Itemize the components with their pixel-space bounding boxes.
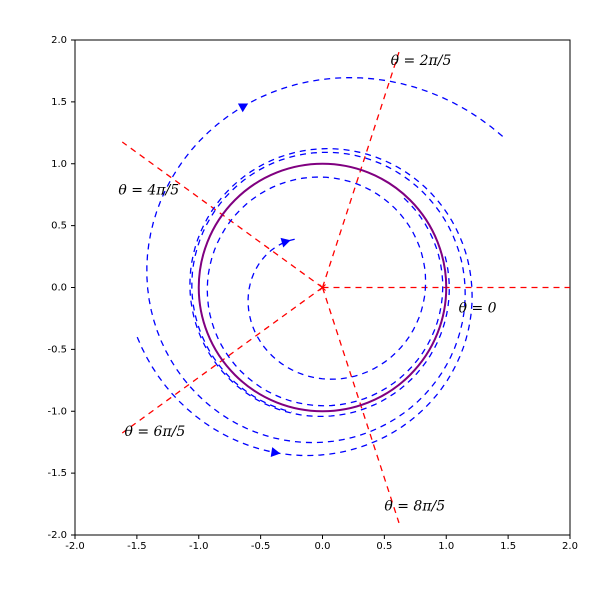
x-tick-label: 2.0 [562,541,578,552]
x-tick-label: 0.0 [315,541,331,552]
angle-label: θ = 8π/5 [384,498,445,514]
y-tick-label: -0.5 [47,344,67,355]
y-tick-label: 0.0 [51,283,67,294]
y-tick-label: 2.0 [51,35,67,46]
angle-label: θ = 4π/5 [118,183,179,199]
x-tick-label: -2.0 [65,541,85,552]
y-tick-label: -2.0 [47,530,67,541]
angle-label: θ = 0 [459,300,497,316]
x-tick-label: -1.5 [127,541,147,552]
x-tick-label: -1.0 [189,541,209,552]
figure-background [0,0,600,600]
angle-label: θ = 6π/5 [125,424,186,440]
y-tick-label: 1.0 [51,159,67,170]
y-tick-label: -1.0 [47,406,67,417]
y-tick-label: 1.5 [51,97,67,108]
polar-limit-cycle-chart: -2.0 -1.5 -1.0 -0.5 0.0 0.5 1.0 1.5 2.0 -2.0 -1.5… [0,0,600,600]
angle-label: θ = 2π/5 [391,53,452,69]
x-tick-label: 0.5 [376,541,392,552]
y-tick-label: 0.5 [51,221,67,232]
x-tick-label: 1.0 [438,541,454,552]
y-tick-label: -1.5 [47,468,67,479]
x-tick-label: 1.5 [500,541,516,552]
x-tick-label: -0.5 [251,541,271,552]
